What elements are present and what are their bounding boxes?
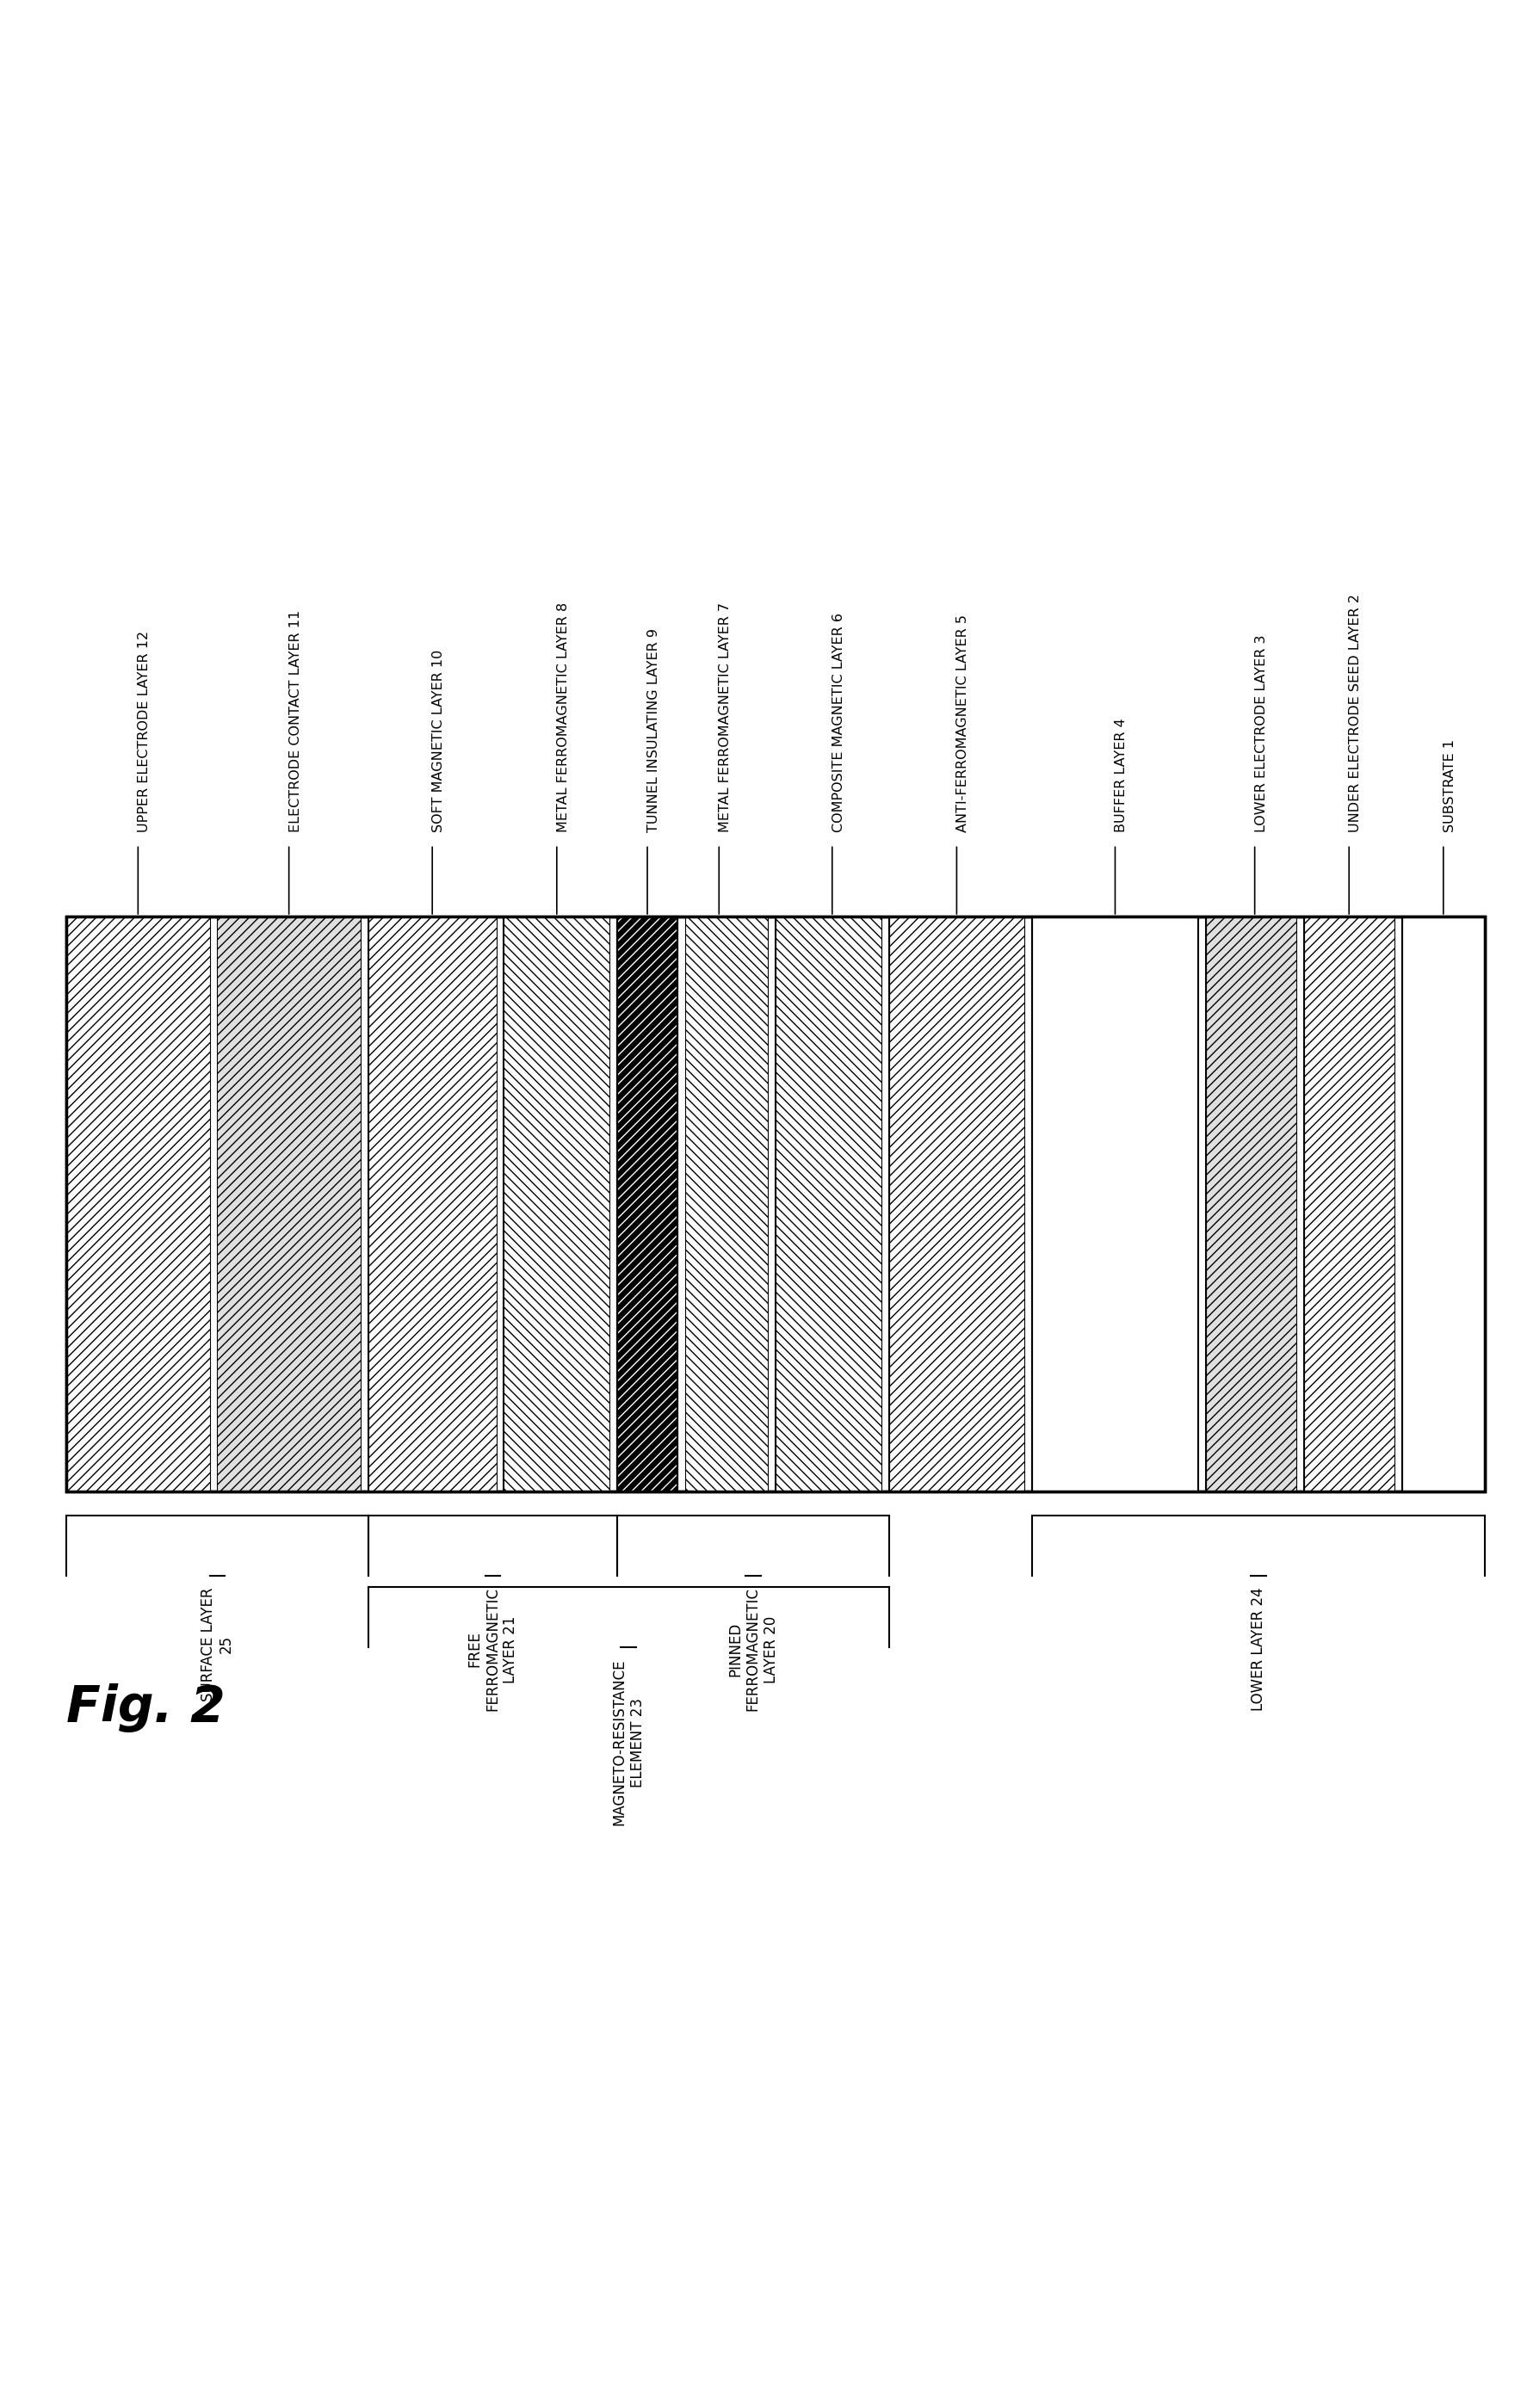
Bar bbox=[1033, 917, 1199, 1491]
Text: FREE
FERROMAGNETIC
LAYER 21: FREE FERROMAGNETIC LAYER 21 bbox=[467, 1587, 519, 1712]
Bar bbox=[503, 917, 610, 1491]
Text: UNDER ELECTRODE SEED LAYER 2: UNDER ELECTRODE SEED LAYER 2 bbox=[1349, 595, 1361, 833]
Text: PINNED
FERROMAGNETIC
LAYER 20: PINNED FERROMAGNETIC LAYER 20 bbox=[727, 1587, 779, 1712]
Bar bbox=[1206, 917, 1296, 1491]
Bar bbox=[776, 917, 881, 1491]
Text: LOWER ELECTRODE LAYER 3: LOWER ELECTRODE LAYER 3 bbox=[1255, 636, 1267, 833]
Text: SUBSTRATE 1: SUBSTRATE 1 bbox=[1443, 739, 1456, 833]
Text: ELECTRODE CONTACT LAYER 11: ELECTRODE CONTACT LAYER 11 bbox=[289, 609, 301, 833]
Text: TUNNEL INSULATING LAYER 9: TUNNEL INSULATING LAYER 9 bbox=[648, 628, 660, 833]
Text: METAL FERROMAGNETIC LAYER 7: METAL FERROMAGNETIC LAYER 7 bbox=[719, 602, 732, 833]
Bar bbox=[368, 917, 496, 1491]
Bar bbox=[684, 917, 768, 1491]
Text: ANTI-FERROMAGNETIC LAYER 5: ANTI-FERROMAGNETIC LAYER 5 bbox=[957, 614, 969, 833]
Bar bbox=[67, 917, 1484, 1491]
Text: SURFACE LAYER
25: SURFACE LAYER 25 bbox=[201, 1587, 234, 1702]
Bar bbox=[888, 917, 1025, 1491]
Text: COMPOSITE MAGNETIC LAYER 6: COMPOSITE MAGNETIC LAYER 6 bbox=[832, 614, 846, 833]
Bar bbox=[67, 917, 210, 1491]
Bar bbox=[618, 917, 677, 1491]
Bar bbox=[1303, 917, 1395, 1491]
Text: SOFT MAGNETIC LAYER 10: SOFT MAGNETIC LAYER 10 bbox=[432, 650, 446, 833]
Bar bbox=[618, 917, 677, 1491]
Text: METAL FERROMAGNETIC LAYER 8: METAL FERROMAGNETIC LAYER 8 bbox=[557, 602, 570, 833]
Text: MAGNETO-RESISTANCE
ELEMENT 23: MAGNETO-RESISTANCE ELEMENT 23 bbox=[611, 1659, 645, 1825]
Text: LOWER LAYER 24: LOWER LAYER 24 bbox=[1250, 1587, 1265, 1712]
Bar bbox=[67, 917, 1484, 1491]
Bar bbox=[1402, 917, 1484, 1491]
Text: Fig. 2: Fig. 2 bbox=[67, 1683, 225, 1731]
Bar bbox=[218, 917, 360, 1491]
Text: BUFFER LAYER 4: BUFFER LAYER 4 bbox=[1115, 718, 1129, 833]
Text: UPPER ELECTRODE LAYER 12: UPPER ELECTRODE LAYER 12 bbox=[138, 631, 151, 833]
Bar bbox=[618, 917, 677, 1491]
